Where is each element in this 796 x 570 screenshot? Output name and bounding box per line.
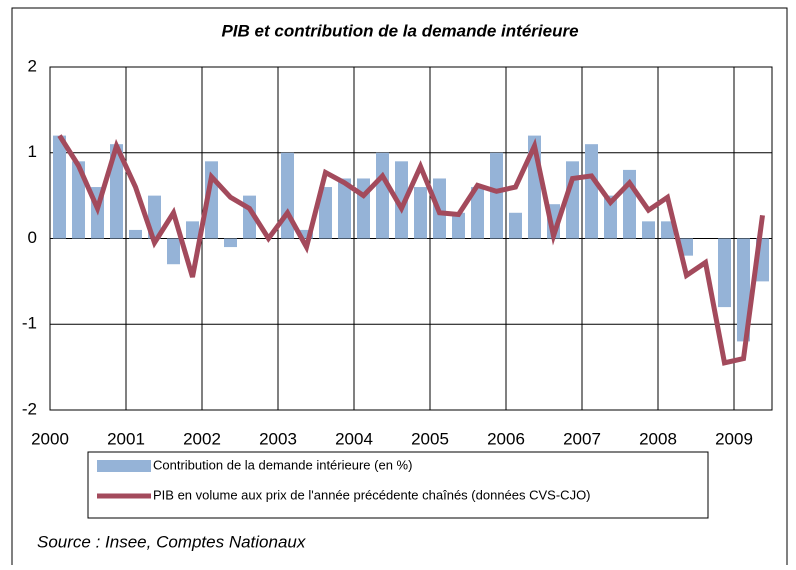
x-tick-label: 2008 xyxy=(639,429,677,448)
bar xyxy=(186,221,199,239)
line xyxy=(57,134,765,366)
bar xyxy=(718,238,731,308)
bar xyxy=(167,238,180,265)
legend-box xyxy=(87,451,709,519)
bar xyxy=(471,187,484,239)
x-tick-label: 2009 xyxy=(715,429,753,448)
bar xyxy=(53,135,66,239)
bar xyxy=(110,144,123,239)
bar xyxy=(452,212,465,239)
x-tick-label: 2007 xyxy=(563,429,601,448)
legend-swatch xyxy=(97,460,151,472)
y-tick-label: 2 xyxy=(28,56,37,75)
bar xyxy=(224,238,237,248)
bar xyxy=(414,187,427,239)
y-tick-label: -2 xyxy=(22,399,37,418)
bar xyxy=(585,144,598,239)
x-tick-label: 2003 xyxy=(259,429,297,448)
plot-border xyxy=(49,66,773,411)
bar xyxy=(129,229,142,239)
bar xyxy=(490,152,503,239)
bar xyxy=(661,221,674,239)
legend-label: Contribution de la demande intérieure (e… xyxy=(153,457,412,472)
bar xyxy=(338,178,351,239)
y-tick-label: 1 xyxy=(28,142,37,161)
bar xyxy=(680,238,693,256)
chart-title: PIB et contribution de la demande intéri… xyxy=(221,21,578,40)
bar xyxy=(395,161,408,239)
bar xyxy=(376,152,389,239)
bar xyxy=(604,195,617,239)
source-note: Source : Insee, Comptes Nationaux xyxy=(37,532,306,551)
bar xyxy=(300,229,313,239)
bar xyxy=(642,221,655,239)
bar xyxy=(319,187,332,239)
x-tick-label: 2005 xyxy=(411,429,449,448)
legend-label: PIB en volume aux prix de l'année précéd… xyxy=(153,487,591,502)
bar xyxy=(72,161,85,239)
x-tick-label: 2000 xyxy=(31,429,69,448)
x-tick-label: 2006 xyxy=(487,429,525,448)
y-tick-label: 0 xyxy=(28,228,37,247)
x-tick-label: 2004 xyxy=(335,429,373,448)
y-tick-label: -1 xyxy=(22,314,37,333)
x-tick-label: 2002 xyxy=(183,429,221,448)
x-tick-label: 2001 xyxy=(107,429,145,448)
bar xyxy=(509,212,522,239)
